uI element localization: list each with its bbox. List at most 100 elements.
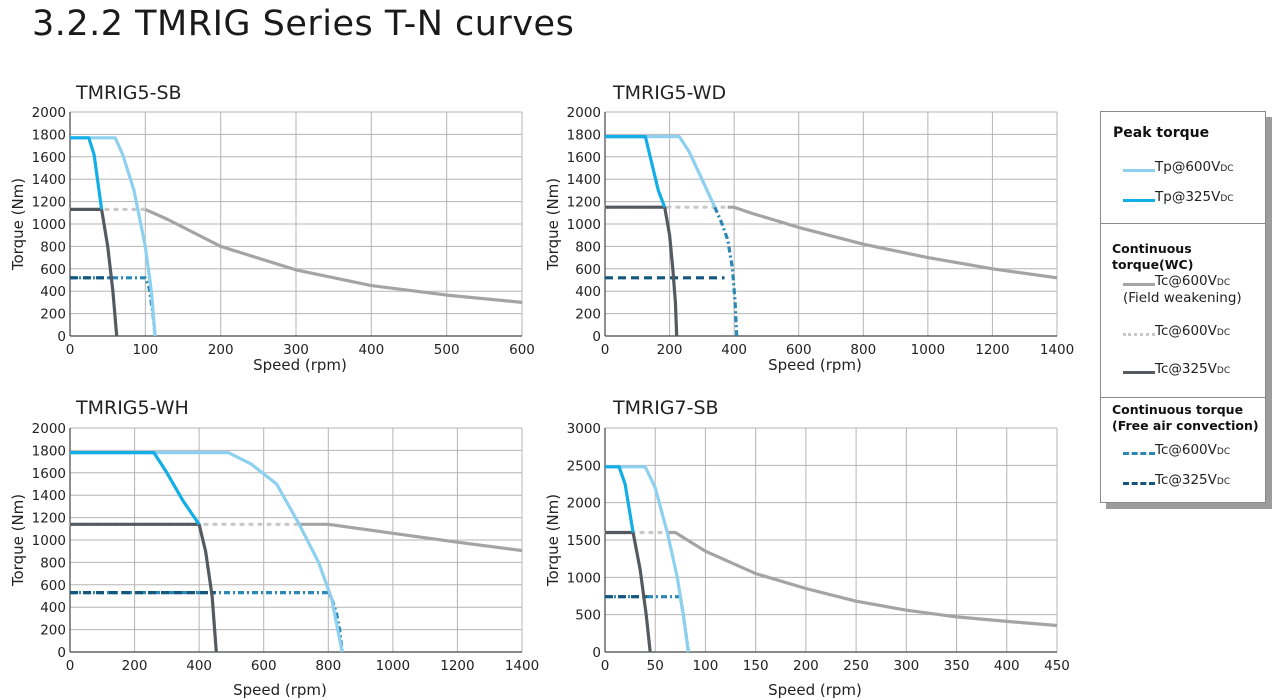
x-axis-label: Speed (rpm) (768, 681, 862, 699)
series-line-tp325 (70, 451, 201, 526)
y-tick-label: 200 (40, 623, 66, 639)
y-tick-label: 1800 (567, 127, 601, 143)
y-tick-label: 1600 (32, 150, 66, 166)
series-line-tc600-air (70, 591, 344, 653)
legend-field-weakening: (Field weakening) (1123, 290, 1242, 306)
series-line-tc600-air (713, 206, 739, 337)
y-tick-label: 400 (40, 600, 66, 616)
x-tick-label: 150 (743, 658, 769, 674)
x-axis-label: Speed (rpm) (233, 681, 327, 699)
y-tick-label: 200 (575, 307, 601, 323)
y-tick-label: 2500 (567, 458, 601, 474)
x-tick-label: 100 (132, 342, 158, 358)
legend-cont-wc-title: Continuous torque(WC) (1112, 241, 1194, 272)
x-tick-label: 400 (186, 658, 212, 674)
y-tick-label: 500 (575, 608, 601, 624)
series-line-tp600 (605, 465, 690, 653)
x-axis-label: Speed (rpm) (253, 356, 347, 374)
plot-tmrig5-sb: 0 100 200 300 400 500 600 0 200 400 600 800 1000 1200… (9, 105, 535, 374)
y-tick-label: 800 (40, 239, 66, 255)
x-tick-label: 1200 (975, 342, 1009, 358)
legend-dc-sub: DC (1216, 328, 1231, 338)
y-tick-label: 400 (575, 284, 601, 300)
series-line-tc600-fw (727, 205, 1058, 280)
x-tick-label: 0 (601, 658, 610, 674)
series-line-tp600 (605, 135, 717, 208)
y-tick-label: 0 (57, 645, 66, 661)
x-tick-label: 600 (509, 342, 535, 358)
y-tick-label: 600 (575, 262, 601, 278)
chart-tmrig7-sb: TMRIG7-SB 0 50 100 150 200 250 300 350 400 450 0 50… (535, 395, 1080, 700)
plot-tmrig7-sb: 0 50 100 150 200 250 300 350 400 450 0 500 1000 1500 2… (544, 421, 1070, 699)
x-axis-label: Speed (rpm) (768, 356, 862, 374)
y-tick-label: 2000 (567, 496, 601, 512)
series-line-tp325 (605, 135, 667, 208)
y-tick-label: 2000 (567, 105, 601, 121)
legend-item-tp325: Tp@325VDC (1155, 189, 1234, 205)
series-line-tc600-fw (144, 207, 523, 304)
x-tick-label: 600 (251, 658, 277, 674)
legend-label: Tc@600V (1155, 273, 1217, 289)
x-tick-label: 800 (315, 658, 341, 674)
x-tick-label: 100 (693, 658, 719, 674)
series-line-tc325 (605, 530, 652, 653)
y-tick-label: 1200 (567, 195, 601, 211)
y-tick-label: 1200 (32, 511, 66, 527)
y-tick-label: 800 (575, 239, 601, 255)
y-tick-label: 1000 (567, 217, 601, 233)
y-tick-label: 1000 (32, 217, 66, 233)
x-tick-label: 1400 (1040, 342, 1074, 358)
y-axis-label: Torque (Nm) (9, 178, 27, 271)
legend-peak-title: Peak torque (1113, 125, 1210, 141)
y-tick-label: 1800 (32, 127, 66, 143)
y-tick-label: 400 (40, 284, 66, 300)
x-tick-label: 300 (283, 342, 309, 358)
series-line-tp600 (70, 451, 344, 653)
legend-item-tc600-dot: Tc@600VDC (1155, 323, 1230, 339)
legend-swatch-tc600-fw (1123, 283, 1155, 286)
legend-dc-sub: DC (1216, 366, 1231, 376)
y-tick-label: 0 (592, 329, 601, 345)
y-axis-label: Torque (Nm) (9, 494, 27, 587)
x-tick-label: 0 (66, 342, 75, 358)
series-line-tc600-fw (299, 522, 523, 553)
x-tick-label: 800 (850, 342, 876, 358)
y-tick-label: 200 (40, 307, 66, 323)
legend-label: Tc@325V (1155, 361, 1217, 377)
y-tick-label: 0 (592, 645, 601, 661)
legend-label: Tp@600V (1155, 159, 1221, 175)
legend-swatch-tc325-air (1123, 482, 1155, 485)
chart-title: TMRIG5-WD (613, 82, 727, 104)
y-tick-label: 1400 (567, 172, 601, 188)
legend-item-tc600-air: Tc@600VDC (1155, 442, 1230, 458)
x-tick-label: 50 (647, 658, 664, 674)
legend-swatch-tp325 (1123, 199, 1155, 202)
y-tick-label: 1000 (567, 570, 601, 586)
series-line-tc325 (605, 205, 679, 337)
series-line-tc600-fw (667, 530, 1058, 628)
x-tick-label: 0 (601, 342, 610, 358)
legend-dc-sub: DC (1220, 194, 1234, 204)
x-tick-label: 200 (657, 342, 683, 358)
y-tick-label: 1400 (32, 488, 66, 504)
y-tick-label: 1500 (567, 533, 601, 549)
chart-title: TMRIG5-WH (76, 397, 189, 419)
y-tick-label: 2000 (32, 421, 66, 437)
chart-tmrig5-sb: TMRIG5-SB 0 100 200 300 400 500 600 0 200 400 600 8… (0, 80, 545, 380)
legend-cont-air-title-2: (Free air convection) (1112, 418, 1259, 433)
x-tick-label: 250 (843, 658, 869, 674)
x-tick-label: 1000 (376, 658, 410, 674)
y-tick-label: 0 (57, 329, 66, 345)
x-tick-label: 450 (1044, 658, 1070, 674)
x-tick-label: 200 (122, 658, 148, 674)
x-tick-label: 200 (208, 342, 234, 358)
y-tick-label: 1400 (32, 172, 66, 188)
x-tick-label: 1000 (911, 342, 945, 358)
x-tick-label: 400 (994, 658, 1020, 674)
chart-tmrig5-wh: TMRIG5-WH 0 200 400 600 800 1000 1200 1400 0 200 4… (0, 395, 545, 700)
legend-dc-sub: DC (1216, 477, 1231, 487)
legend-item-tp600: Tp@600VDC (1155, 159, 1234, 175)
x-tick-label: 400 (358, 342, 384, 358)
plot-tmrig5-wh: 0 200 400 600 800 1000 1200 1400 0 200 400 600 800 10… (9, 421, 539, 699)
y-tick-label: 3000 (567, 421, 601, 437)
